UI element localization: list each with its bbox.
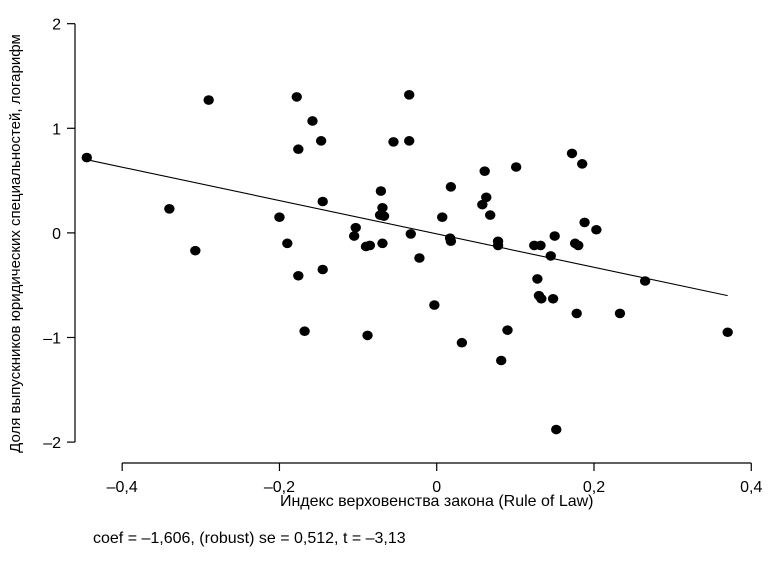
x-tick-label: 0,4 [740,479,762,496]
data-point [591,224,602,235]
data-point [375,186,387,196]
data-point [456,337,468,348]
x-axis-label: Индекс верховенства закона (Rule of Law) [280,493,594,510]
data-point [579,217,590,228]
y-tick-label: 2 [52,17,61,34]
data-point [362,330,373,341]
data-point [502,325,513,335]
data-point [350,222,361,233]
data-point [414,253,425,263]
data-point [614,308,626,319]
y-tick-label: –2 [43,435,61,452]
data-point [479,166,490,176]
x-tick-label: 0,2 [583,479,605,496]
data-point [317,196,328,207]
x-tick-label: –0,2 [264,479,295,496]
data-point [477,199,488,210]
data-point [536,293,547,304]
y-tick-label: 1 [52,121,61,138]
data-point [293,144,304,155]
data-points [81,90,733,435]
data-point [377,238,388,249]
data-point [549,231,560,241]
data-point [485,210,496,220]
y-tick-label: 0 [52,226,61,243]
data-point [566,148,578,159]
y-axis-ticks: –2 –1 0 1 2 [43,17,75,452]
data-point [571,308,582,319]
data-point [348,231,360,241]
regression-line [86,159,728,297]
data-point [722,327,733,338]
data-point [404,136,415,146]
data-point [445,236,457,247]
data-point [577,159,588,169]
data-point [307,116,318,126]
x-tick-label: 0 [432,479,441,496]
data-point [551,424,562,435]
data-point [388,137,399,147]
data-point [282,238,293,249]
data-point [510,162,522,172]
data-point [378,211,390,221]
x-axis-ticks: –0,4 –0,2 0 0,2 0,4 [107,463,762,496]
data-point [532,274,543,284]
data-point [405,229,416,239]
data-point [315,136,327,146]
data-point [573,240,584,251]
data-point [429,300,440,310]
data-point [492,240,504,251]
data-point [293,270,304,281]
data-point [274,212,285,222]
data-point [547,293,559,304]
data-point [496,355,507,366]
data-point [299,326,310,337]
data-point [164,204,175,214]
y-tick-label: –1 [43,330,61,347]
regression-stats-note: coef = –1,606, (robust) se = 0,512, t = … [93,530,406,547]
data-point [203,95,214,105]
data-point [404,90,415,100]
data-point [364,240,376,251]
data-point [190,245,201,256]
data-point [437,212,448,222]
scatter-chart: –2 –1 0 1 2 –0,4 –0,2 0 0,2 0,4 Индекс верховенс… [7,17,762,510]
data-point [291,92,302,102]
data-point [481,192,492,203]
data-point [377,202,388,213]
y-axis-label: Доля выпускников юридических специальнос… [7,34,24,453]
x-tick-label: –0,4 [107,479,138,496]
data-point [317,264,328,275]
data-point [535,240,546,251]
data-point [445,182,457,192]
